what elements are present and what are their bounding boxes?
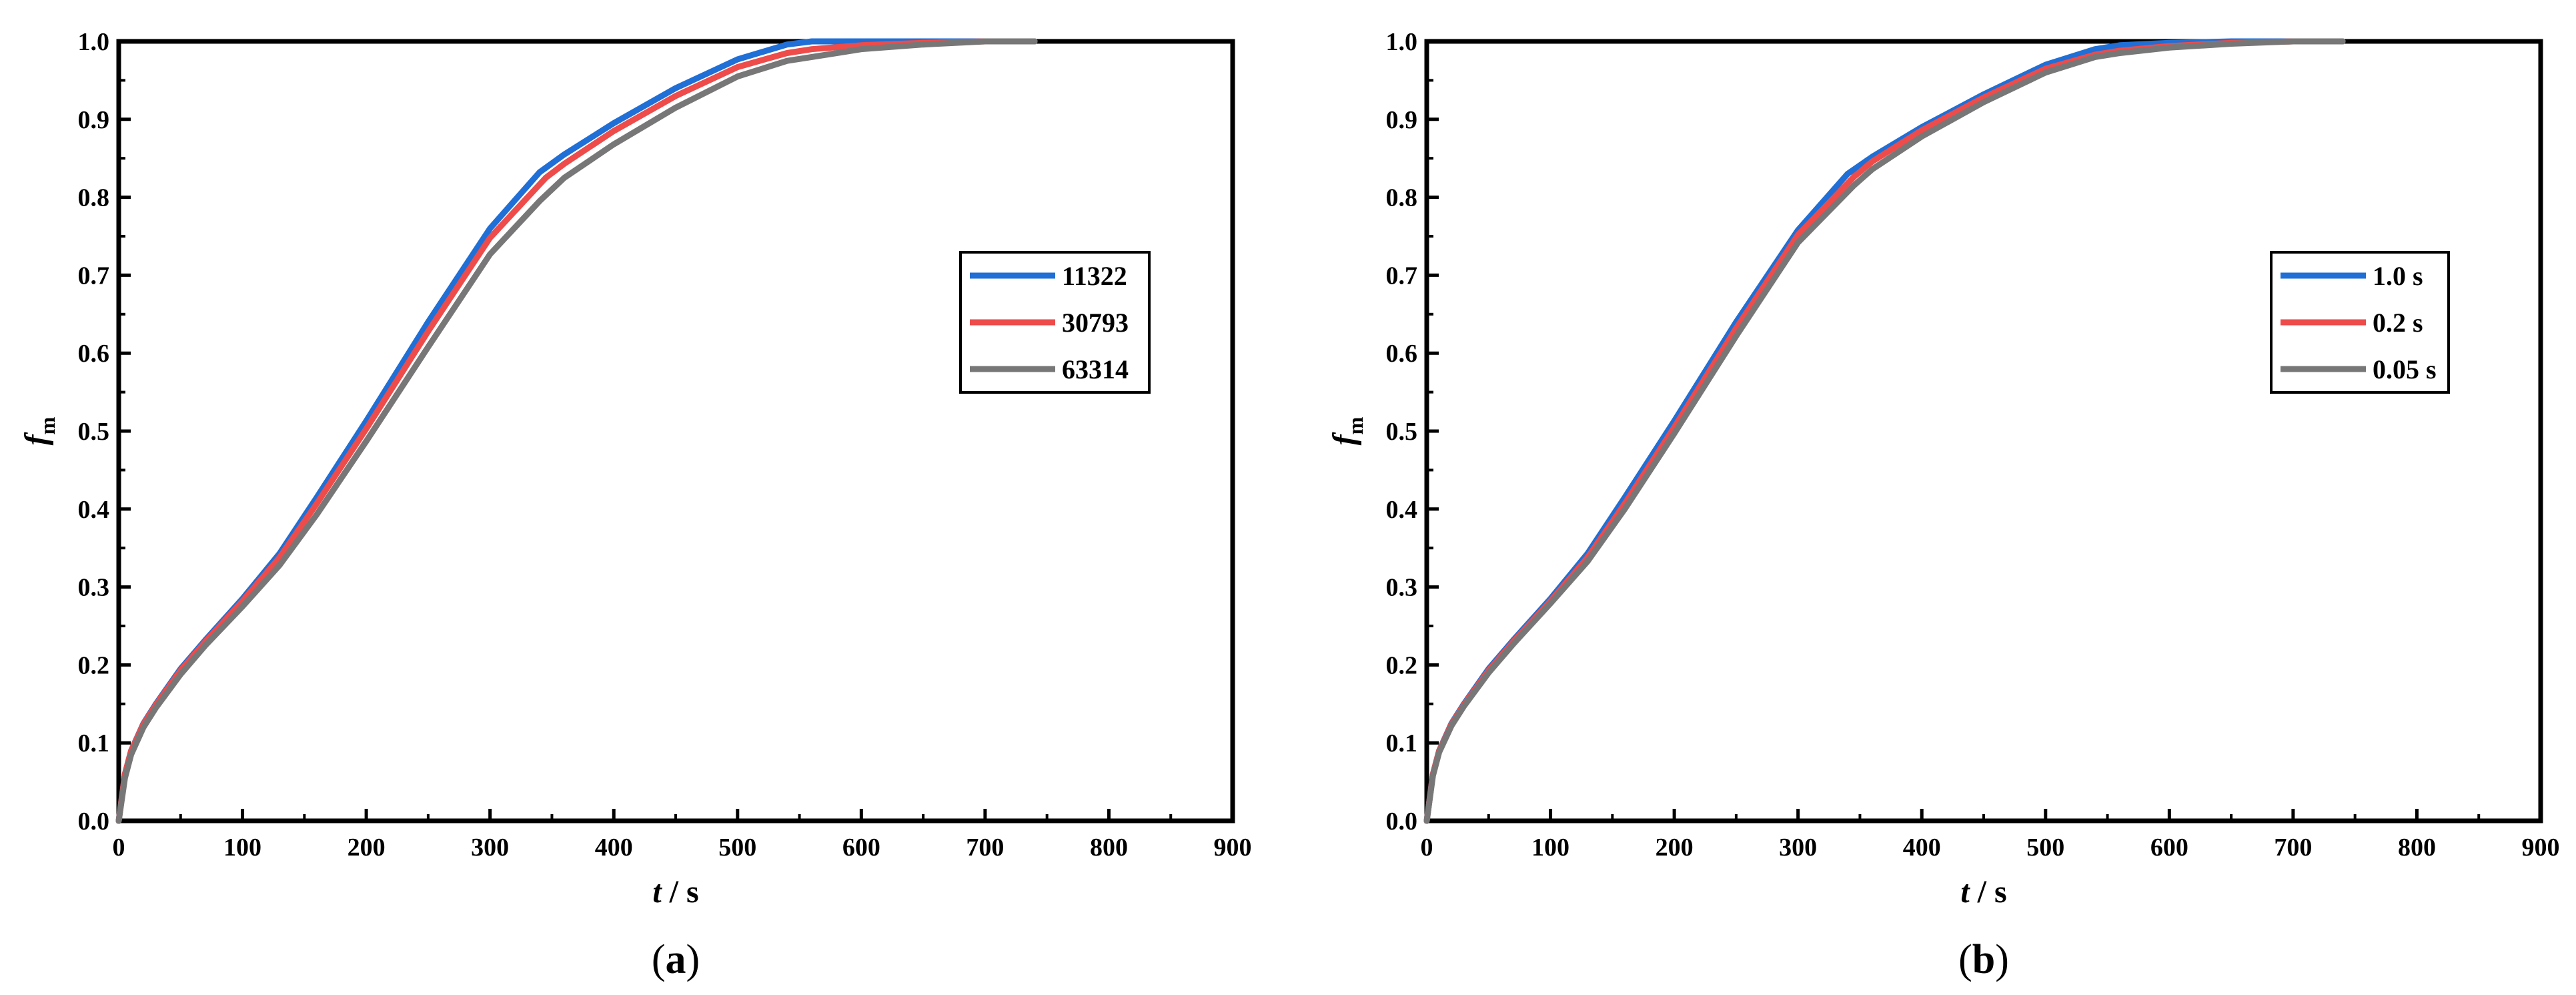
x-axis-title: t / s (1960, 874, 2006, 910)
legend: 1.0 s 0.2 s 0.05 s (2270, 251, 2450, 394)
y-tick-label: 0.7 (1386, 262, 1418, 290)
y-axis-title: fm (19, 416, 59, 445)
x-tick-label: 800 (2398, 834, 2436, 862)
panel-label-close-paren: ) (686, 937, 700, 982)
series-line-63314 (115, 38, 1038, 824)
panel-label-close-paren: ) (1995, 937, 2009, 982)
y-axis-subscript: m (35, 416, 59, 434)
y-tick-label: 0.6 (78, 340, 110, 368)
y-axis-variable: f (1327, 432, 1362, 445)
y-tick-label: 0.3 (78, 574, 110, 602)
y-tick-label: 0.9 (78, 106, 110, 134)
y-tick-label: 0.0 (1386, 807, 1418, 836)
x-tick-label: 400 (595, 834, 633, 862)
x-tick-label: 800 (1090, 834, 1128, 862)
panel-label: (a) (652, 937, 700, 982)
y-tick-label: 0.2 (1386, 651, 1418, 679)
x-axis-unit: s (1994, 874, 2007, 910)
x-tick-label: 900 (2522, 834, 2560, 862)
legend-label: 0.2 s (2373, 308, 2423, 338)
x-tick-label: 100 (223, 834, 261, 862)
y-tick-label: 0.8 (1386, 184, 1418, 212)
y-tick-label: 0.6 (1386, 340, 1418, 368)
y-tick-label: 0.8 (78, 184, 110, 212)
x-tick-label: 700 (966, 834, 1004, 862)
y-tick-label: 0.9 (1386, 106, 1418, 134)
x-tick-label: 500 (2026, 834, 2064, 862)
legend-label: 11322 (1062, 261, 1127, 291)
x-tick-label: 500 (718, 834, 756, 862)
y-tick-label: 0.4 (78, 496, 110, 524)
x-tick-label: 600 (2150, 834, 2188, 862)
x-axis-separator: / (1970, 874, 1994, 910)
chart-panel-a: 0 100 200 300 400 500 600 700 800 900 0.0 0.1 0.2 0.3… (19, 28, 1252, 982)
x-tick-label: 300 (1779, 834, 1817, 862)
x-tick-label: 200 (1656, 834, 1694, 862)
x-axis-variable: t (1960, 874, 1970, 910)
y-axis-variable: f (19, 432, 54, 445)
x-tick-label: 100 (1531, 834, 1569, 862)
series-line-0-05-s (1423, 38, 2346, 824)
x-tick-label: 0 (113, 834, 125, 862)
x-tick-label: 900 (1214, 834, 1252, 862)
y-tick-label: 1.0 (78, 28, 110, 56)
x-tick-label: 600 (842, 834, 880, 862)
legend: 11322 30793 63314 (959, 251, 1151, 394)
x-axis-separator: / (662, 874, 686, 910)
panel-label: (b) (1958, 937, 2009, 982)
y-tick-label: 0.1 (1386, 729, 1418, 757)
y-axis-title: fm (1327, 416, 1367, 445)
x-axis-unit: s (686, 874, 699, 910)
chart-panel-b: 0 100 200 300 400 500 600 700 800 900 0.0 0.1 0.2 0.3… (1327, 28, 2560, 982)
y-axis-subscript: m (1343, 416, 1367, 434)
y-tick-label: 0.1 (78, 729, 110, 757)
x-axis-title: t / s (652, 874, 698, 910)
panel-label-open-paren: ( (1958, 937, 1972, 982)
y-tick-label: 0.2 (78, 651, 110, 679)
panel-label-letter: b (1972, 937, 1995, 982)
x-tick-label: 700 (2274, 834, 2312, 862)
x-tick-label: 300 (471, 834, 509, 862)
plot-frame (1424, 39, 2543, 823)
y-tick-label: 0.4 (1386, 496, 1418, 524)
y-tick-label: 0.3 (1386, 574, 1418, 602)
legend-label: 63314 (1062, 354, 1129, 384)
y-tick-label: 0.7 (78, 262, 110, 290)
series-line-30793 (115, 38, 1038, 824)
y-tick-label: 0.0 (78, 807, 110, 836)
legend-label: 30793 (1062, 308, 1129, 338)
y-tick-label: 1.0 (1386, 28, 1418, 56)
x-axis-variable: t (652, 874, 662, 910)
y-tick-label: 0.5 (78, 418, 110, 446)
y-tick-label: 0.5 (1386, 418, 1418, 446)
plot-frame (116, 39, 1235, 823)
panel-label-letter: a (666, 937, 686, 982)
panel-label-open-paren: ( (652, 937, 666, 982)
x-tick-label: 200 (348, 834, 386, 862)
x-tick-label: 0 (1421, 834, 1433, 862)
x-tick-label: 400 (1903, 834, 1941, 862)
legend-label: 1.0 s (2373, 261, 2423, 291)
legend-label: 0.05 s (2373, 354, 2437, 384)
